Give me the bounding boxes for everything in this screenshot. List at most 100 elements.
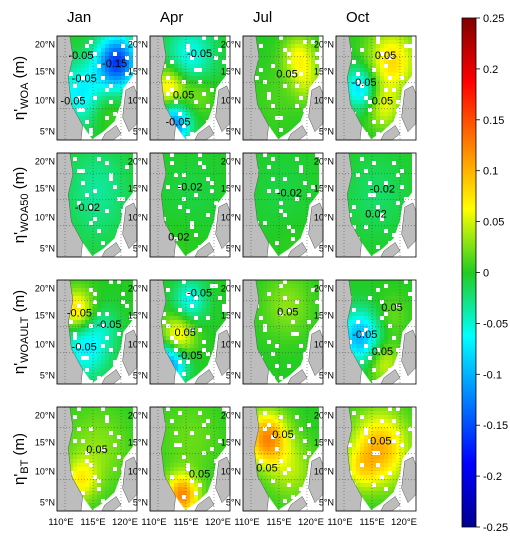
field-cell (170, 308, 175, 313)
field-cell (210, 213, 215, 218)
field-cell (271, 36, 276, 41)
field-cell (279, 213, 284, 218)
field-cell (109, 332, 114, 337)
field-cell (117, 284, 122, 289)
field-cell (392, 157, 397, 162)
field-cell (368, 104, 373, 109)
field-cell (194, 185, 199, 190)
field-cell (206, 104, 211, 109)
field-cell (283, 201, 288, 206)
field-cell (360, 68, 365, 73)
field-cell (129, 280, 133, 285)
field-cell (166, 197, 171, 202)
field-cell (109, 181, 114, 186)
field-cell (396, 201, 401, 206)
field-cell (307, 197, 312, 202)
field-cell (380, 237, 385, 242)
field-cell (392, 96, 397, 101)
field-cell (109, 40, 114, 45)
field-cell (279, 128, 284, 133)
field-cell (182, 249, 187, 254)
field-cell (380, 241, 385, 246)
field-cell (170, 52, 175, 57)
field-cell (186, 120, 191, 125)
field-cell (271, 80, 276, 85)
field-cell (295, 189, 300, 194)
field-cell (121, 72, 126, 77)
field-cell (267, 161, 272, 166)
field-cell (376, 40, 381, 45)
field-cell (380, 124, 385, 129)
field-cell (396, 153, 401, 158)
field-cell (89, 328, 94, 333)
field-cell (101, 332, 106, 337)
field-cell (105, 197, 110, 202)
field-cell (392, 72, 397, 77)
field-cell (275, 88, 280, 93)
field-cell (291, 201, 296, 206)
field-cell (81, 284, 86, 289)
field-cell (392, 64, 397, 69)
field-cell (364, 153, 369, 158)
field-cell (129, 56, 133, 61)
field-cell (178, 128, 183, 133)
field-cell (388, 48, 393, 53)
field-cell (360, 177, 365, 182)
field-cell (97, 280, 102, 285)
field-cell (174, 201, 179, 206)
field-cell (364, 88, 369, 93)
field-cell (178, 225, 183, 230)
field-cell (109, 340, 114, 345)
panel-woa-apr: -0.050.05-0.05 (149, 35, 231, 141)
field-cell (162, 153, 167, 158)
field-cell (283, 40, 288, 45)
field-cell (73, 348, 78, 353)
field-cell (352, 60, 357, 65)
field-cell (275, 108, 280, 113)
field-cell (182, 88, 187, 93)
field-cell (202, 92, 207, 97)
field-cell (299, 108, 304, 113)
field-cell (190, 169, 195, 174)
field-cell (202, 229, 207, 234)
field-cell (178, 56, 183, 61)
field-cell (178, 189, 183, 194)
field-cell (93, 376, 98, 381)
field-cell (174, 64, 179, 69)
field-cell (287, 72, 292, 77)
field-cell (186, 128, 191, 133)
field-cell (89, 209, 94, 214)
field-cell (356, 76, 361, 81)
field-cell (170, 40, 175, 45)
field-cell (190, 157, 195, 162)
field-cell (271, 185, 276, 190)
field-cell (255, 76, 260, 81)
field-cell (85, 40, 90, 45)
field-cell (117, 332, 122, 337)
field-cell (105, 161, 110, 166)
field-cell (376, 44, 381, 49)
field-cell (194, 64, 199, 69)
field-cell (89, 181, 94, 186)
field-cell (352, 88, 357, 93)
field-cell (93, 104, 98, 109)
field-cell (352, 201, 357, 206)
panel-woault-apr: -0.050.05-0.05 (149, 279, 231, 385)
field-cell (214, 189, 219, 194)
field-cell (182, 225, 187, 230)
field-cell (162, 280, 167, 285)
field-cell (396, 40, 401, 45)
field-cell (214, 76, 219, 81)
field-cell (77, 68, 82, 73)
field-cell (190, 185, 195, 190)
field-cell (263, 181, 268, 186)
field-cell (182, 68, 187, 73)
field-cell (372, 120, 377, 125)
field-cell (73, 332, 78, 337)
field-cell (117, 300, 122, 305)
field-cell (198, 124, 203, 129)
field-cell (360, 100, 365, 105)
field-cell (85, 221, 90, 226)
field-cell (109, 296, 114, 301)
field-cell (194, 88, 199, 93)
